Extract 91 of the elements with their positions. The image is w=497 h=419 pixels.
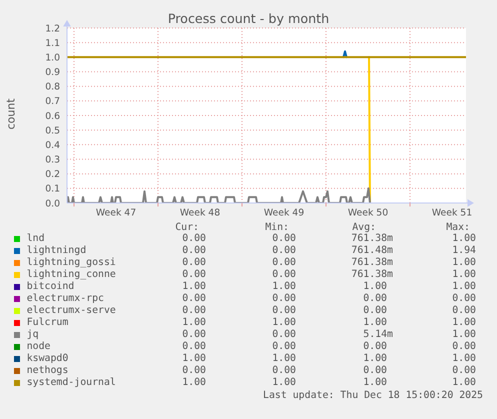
text: 0.00 <box>182 257 206 270</box>
y-tick-label: 1.0 <box>45 52 60 64</box>
y-tick-label: 0.4 <box>45 140 60 151</box>
text: 0.00 <box>182 269 206 282</box>
text: 0.00 <box>182 329 206 342</box>
text: 0.00 <box>452 305 476 318</box>
text: 761.38m <box>351 233 393 246</box>
text: 1.00 <box>452 317 476 330</box>
text: 1.00 <box>363 353 387 366</box>
text: 0.00 <box>182 305 206 318</box>
legend-label: jq <box>26 329 39 342</box>
x-tick-label: Week 47 <box>96 207 136 218</box>
text: 0.00 <box>182 365 206 378</box>
text: 1.00 <box>272 317 296 330</box>
legend-label: systemd-journal <box>26 377 116 390</box>
text: 1.00 <box>452 269 476 282</box>
line-series <box>67 187 371 203</box>
text: 1.00 <box>272 281 296 294</box>
x-tick-label: Week 50 <box>348 207 388 218</box>
y-tick-label: 1.2 <box>45 23 60 34</box>
legend-label: lightning_gossi <box>26 257 116 270</box>
text: 1.00 <box>272 353 296 366</box>
text: 1.00 <box>363 281 387 294</box>
y-tick-label: 1.1 <box>45 38 60 49</box>
text: 1.00 <box>452 377 476 390</box>
text: 0.00 <box>272 233 296 246</box>
legend-label: bitcoind <box>26 281 74 294</box>
text: 0.00 <box>363 341 387 354</box>
text: Last update: Thu Dec 18 15:00:20 2025 <box>263 390 483 402</box>
text: 0.00 <box>272 293 296 306</box>
text: 1.00 <box>452 353 476 366</box>
text: 0.00 <box>452 365 476 378</box>
y-tick-label: 0.6 <box>45 110 60 122</box>
legend-label: lnd <box>26 233 45 246</box>
text: 0.00 <box>272 245 296 258</box>
text: 0.00 <box>182 293 206 306</box>
text: 0.00 <box>182 233 206 246</box>
text: 1.00 <box>182 353 206 366</box>
text: 0.00 <box>363 365 387 378</box>
text: 1.00 <box>182 377 206 390</box>
text: 1.00 <box>272 377 296 390</box>
y-tick-label: 0.2 <box>45 169 60 180</box>
text: 1.00 <box>452 281 476 294</box>
y-tick-label: 0.3 <box>45 154 60 166</box>
text: 761.38m <box>351 257 393 270</box>
text: 0.00 <box>272 329 296 342</box>
text: 1.00 <box>452 329 476 342</box>
legend-label: nethogs <box>26 365 68 378</box>
text: 0.00 <box>452 341 476 354</box>
text: 0.00 <box>182 245 206 258</box>
legend-label: electrumx-serve <box>26 305 116 318</box>
y-tick-label: 0.5 <box>45 125 60 136</box>
legend-label: electrumx-rpc <box>26 293 104 306</box>
text: 0.00 <box>363 293 387 306</box>
y-axis-title: count <box>4 98 18 130</box>
text: 761.48m <box>351 245 393 258</box>
text: 0.00 <box>452 293 476 306</box>
text: 1.00 <box>182 281 206 294</box>
y-tick-label: 0.8 <box>45 82 60 93</box>
text: 0.00 <box>182 341 206 354</box>
text: 0.00 <box>363 305 387 318</box>
legend-label: lightning_conne <box>26 269 116 282</box>
text: 0.00 <box>272 365 296 378</box>
text: Cur: <box>175 222 199 234</box>
x-tick-label: Week 48 <box>180 207 220 218</box>
legend-label: Fulcrum <box>26 317 68 330</box>
text: Min: <box>265 222 289 234</box>
text: 1.00 <box>363 377 387 390</box>
text: 0.00 <box>272 341 296 354</box>
text: 761.38m <box>351 269 393 282</box>
chart-title: Process count - by month <box>168 11 330 26</box>
x-tick-label: Week 49 <box>264 207 304 218</box>
text: 1.94 <box>452 245 476 258</box>
text: 5.14m <box>363 329 393 342</box>
text: Avg: <box>352 222 376 234</box>
text: 1.00 <box>452 233 476 246</box>
text: 0.00 <box>272 269 296 282</box>
legend-label: lightningd <box>26 245 86 258</box>
text: 1.00 <box>182 317 206 330</box>
text: 0.00 <box>272 257 296 270</box>
legend-label: node <box>26 341 50 354</box>
legend-label: kswapd0 <box>26 353 68 366</box>
y-tick-label: 0.0 <box>45 198 60 210</box>
y-tick-label: 0.7 <box>45 96 60 108</box>
y-tick-label: 0.1 <box>45 184 60 195</box>
text: 0.00 <box>272 305 296 318</box>
text: 1.00 <box>452 257 476 270</box>
text: 1.00 <box>363 317 387 330</box>
y-tick-label: 0.9 <box>45 67 60 78</box>
x-tick-label: Week 51 <box>432 207 472 218</box>
text: Max: <box>446 222 470 234</box>
